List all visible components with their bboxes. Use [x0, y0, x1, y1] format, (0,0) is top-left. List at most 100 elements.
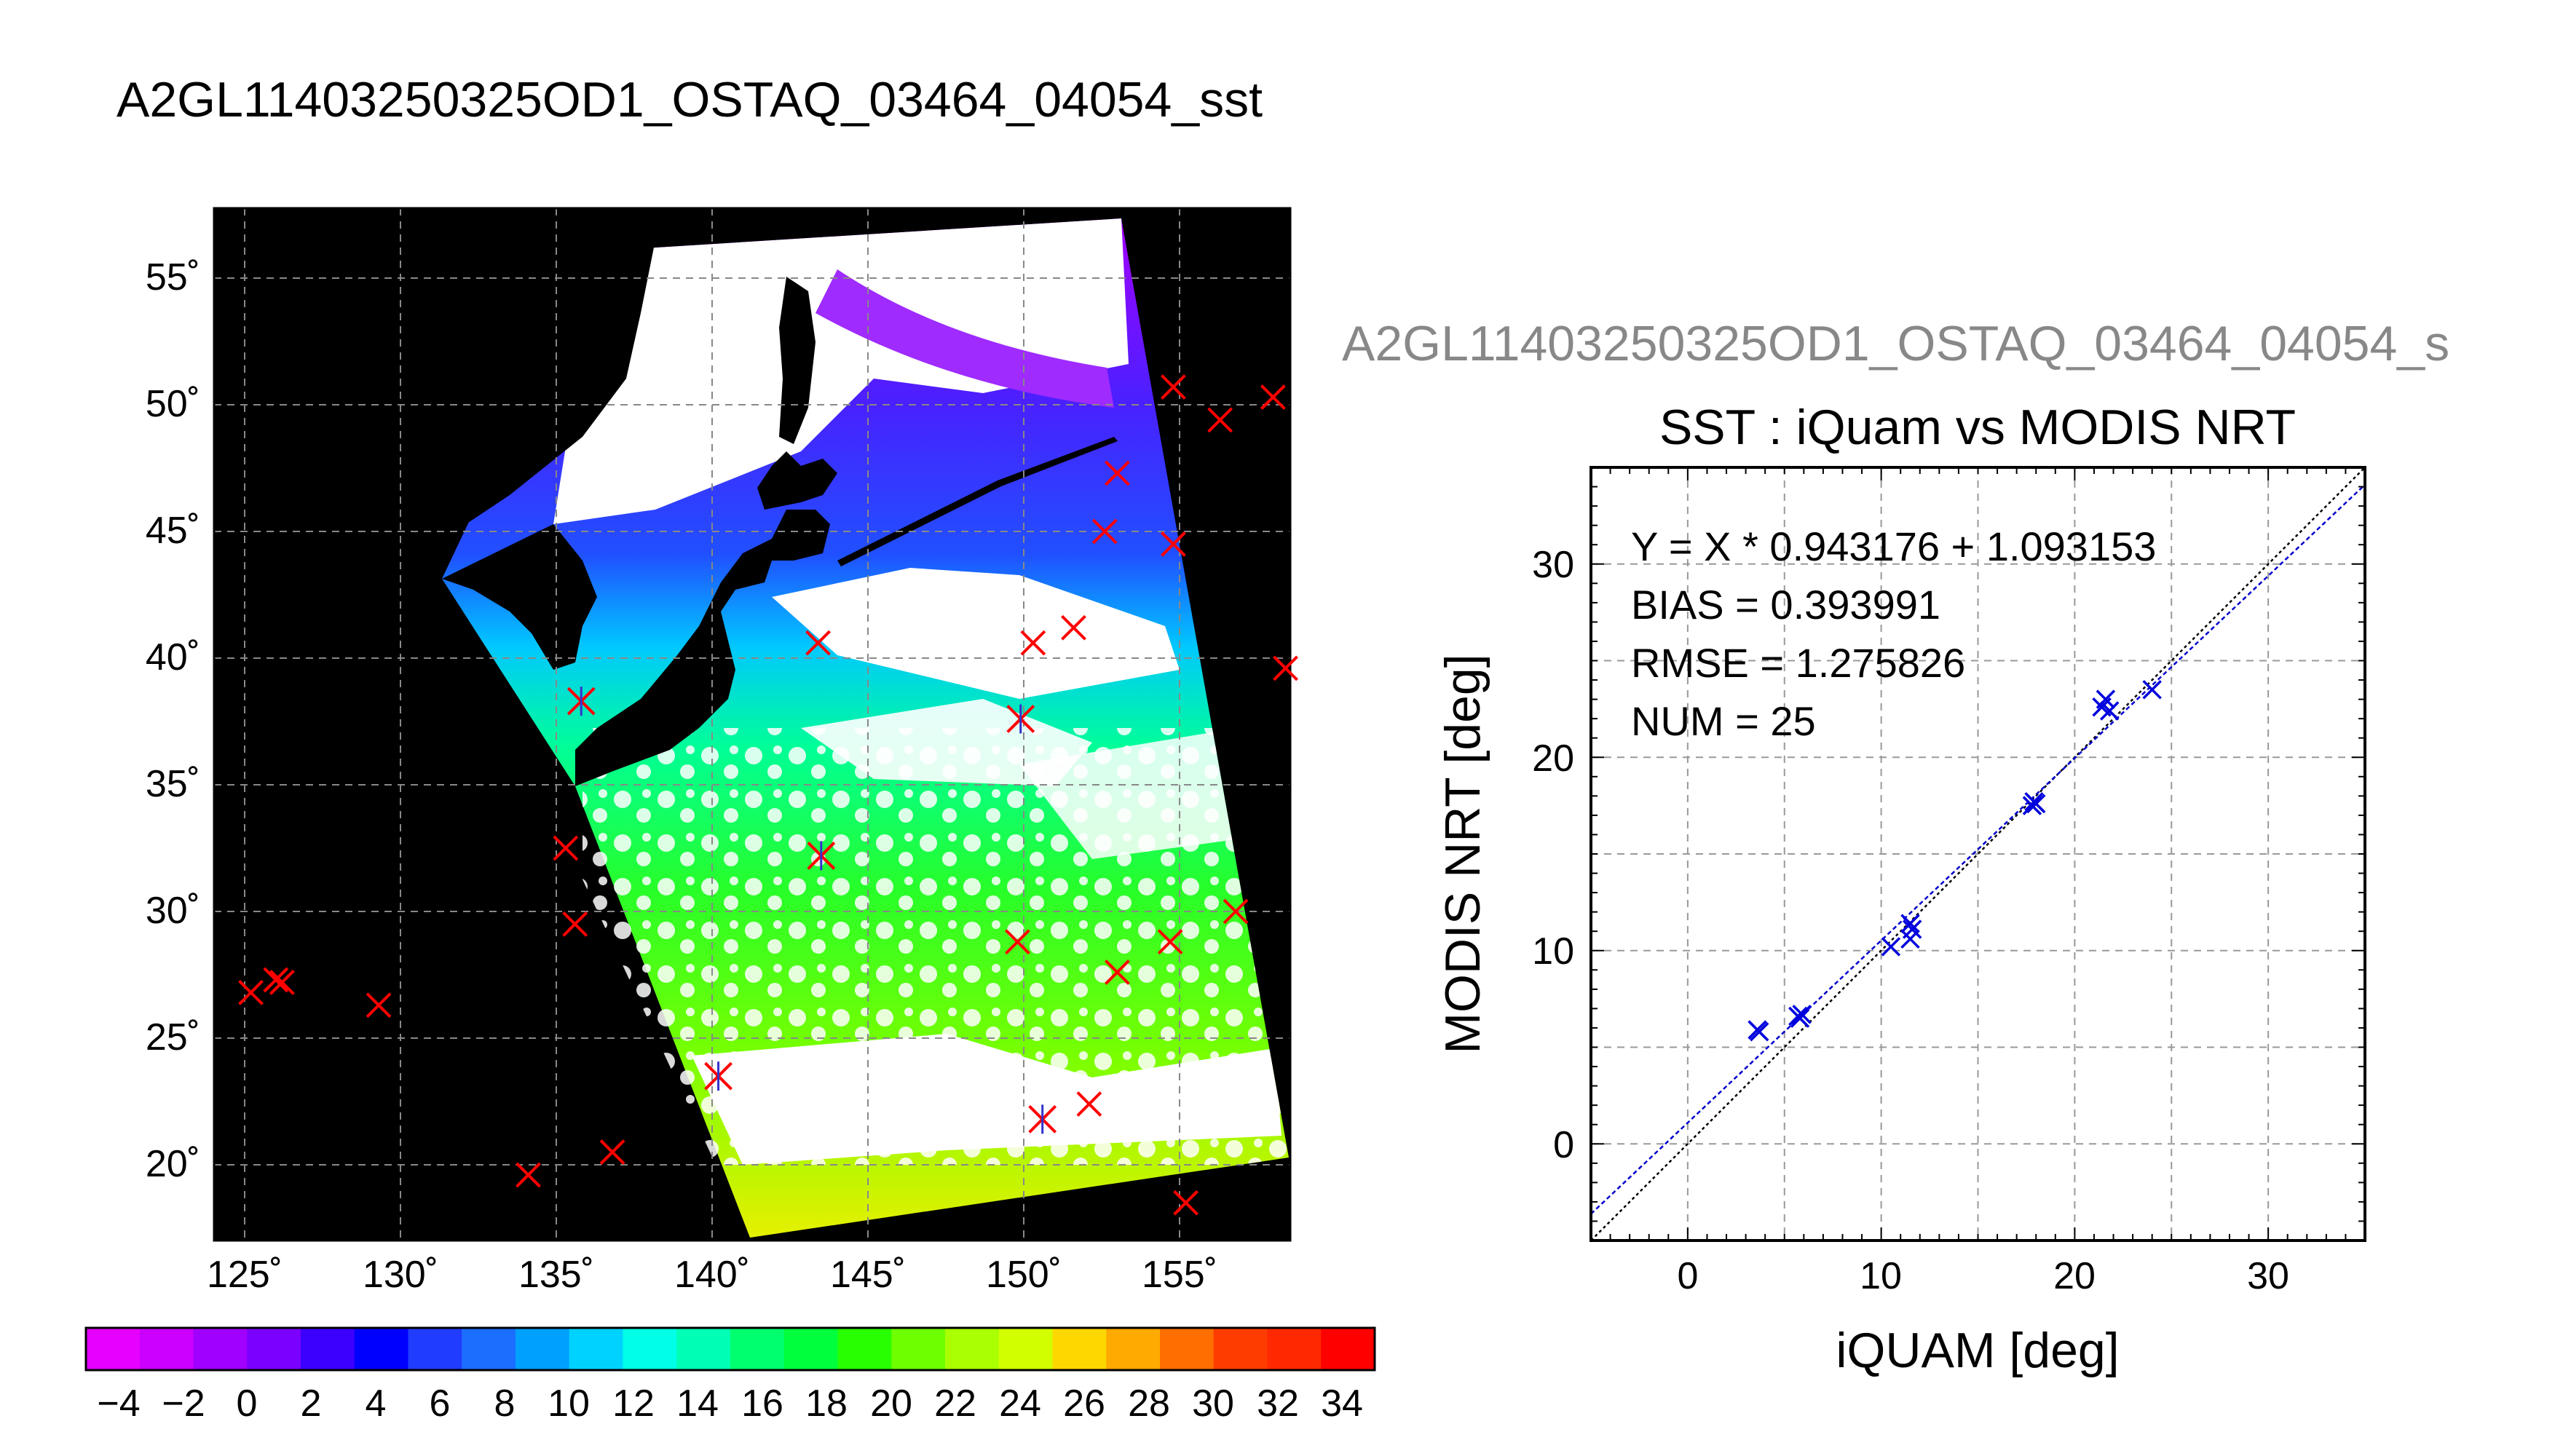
y-tick-label: 20 [1532, 737, 1574, 780]
buoy-marker-red [553, 835, 579, 861]
buoy-marker-red [1161, 531, 1186, 557]
lat-tick-label: 30˚ [146, 890, 200, 932]
colorbar-cell [86, 1328, 141, 1370]
fit-equation: Y = X * 0.943176 + 1.093153 [1631, 523, 2156, 569]
buoy-marker-red [562, 911, 588, 937]
lat-tick-label: 55˚ [146, 256, 200, 298]
matchup-marker [1006, 704, 1035, 734]
colorbar-cell [783, 1328, 839, 1370]
colorbar-label: 4 [366, 1382, 387, 1425]
buoy-marker-red [1020, 630, 1046, 656]
map-panel: 55˚ 50˚ 45˚ 40˚ 35˚ 30˚ 25˚ 20˚ 125˚ 130… [146, 207, 1298, 1296]
buoy-marker-red [1273, 655, 1298, 681]
lat-tick-label: 20˚ [146, 1143, 200, 1185]
scatter-plot-title: SST : iQuam vs MODIS NRT [1659, 400, 2296, 455]
colorbar-label: 12 [612, 1382, 655, 1425]
main-title: A2GL11403250325OD1_OSTAQ_03464_04054_sst [117, 72, 1263, 127]
colorbar-label: 14 [676, 1382, 719, 1425]
scatter-lines [1590, 467, 2366, 1241]
colorbar-cell [945, 1328, 1000, 1370]
lon-tick-label: 130˚ [363, 1254, 438, 1296]
scatter-stats: Y = X * 0.943176 + 1.093153 BIAS = 0.393… [1631, 523, 2156, 744]
matchup-marker [704, 1061, 732, 1091]
colorbar-cell [1213, 1328, 1268, 1370]
buoy-marker-red [599, 1139, 625, 1166]
scatter-panel: A2GL11403250325OD1_OSTAQ_03464_04054_s S… [1342, 316, 2449, 1378]
y-tick-label: 30 [1532, 544, 1574, 586]
scatter-point [1902, 919, 1922, 939]
colorbar-cell [193, 1328, 248, 1370]
lat-tick-label: 40˚ [146, 636, 200, 678]
colorbar-labels: −4 −2 0 2 4 6 8 10 12 14 16 18 20 22 24 … [97, 1382, 1363, 1425]
scatter-point [1790, 1008, 1810, 1028]
colorbar-label: 18 [805, 1382, 848, 1425]
colorbar-cell [301, 1328, 355, 1370]
x-tick-label: 30 [2247, 1255, 2289, 1297]
cloud-cover [553, 218, 1289, 1165]
colorbar-cell [1052, 1328, 1107, 1370]
colorbar-label: 24 [999, 1382, 1041, 1425]
lon-tick-label: 150˚ [986, 1254, 1062, 1296]
matchup-marker [807, 841, 836, 871]
buoy-marker-red [1061, 614, 1086, 641]
land [214, 208, 1118, 786]
colorbar-cell [1321, 1328, 1375, 1370]
colorbar-frame [84, 1326, 1376, 1372]
colorbar-cell [891, 1328, 946, 1370]
scatter-point [2026, 794, 2046, 814]
colorbar-label: 2 [301, 1382, 322, 1425]
map-markers [238, 374, 1298, 1216]
scatter-ticks [1590, 467, 2366, 1241]
scatter-point [1792, 1005, 1812, 1024]
buoy-marker-red [263, 967, 289, 993]
colorbar-label: 34 [1321, 1382, 1363, 1425]
buoy-marker-red [1157, 929, 1183, 955]
colorbar-label: −4 [97, 1382, 140, 1425]
regression-line [1590, 483, 2366, 1215]
colorbar-cell [837, 1328, 893, 1370]
buoy-marker-red [1104, 460, 1130, 486]
num-value: NUM = 25 [1631, 698, 1816, 744]
buoy-marker-red [269, 970, 295, 995]
colorbar-label: 10 [548, 1382, 590, 1425]
buoy-marker-red [805, 630, 831, 656]
scatter-y-label: MODIS NRT [deg] [1435, 654, 1490, 1053]
matchup-marker [1028, 1104, 1057, 1134]
colorbar-label: 20 [870, 1382, 912, 1425]
lon-tick-label: 145˚ [830, 1254, 906, 1296]
scatter-point [1900, 914, 1920, 933]
lon-axis-labels: 125˚ 130˚ 135˚ 140˚ 145˚ 150˚ 155˚ [207, 1254, 1217, 1296]
colorbar-cell [247, 1328, 301, 1370]
lat-tick-label: 35˚ [146, 763, 200, 805]
scatter-y-tick-labels: 0 10 20 30 [1532, 544, 1574, 1166]
scatter-points [1748, 680, 2162, 1042]
scatter-point [1881, 937, 1901, 957]
x-tick-label: 20 [2053, 1255, 2096, 1297]
colorbar-cell [623, 1328, 678, 1370]
colorbar-label: 16 [741, 1382, 783, 1425]
buoy-marker-red [1091, 518, 1118, 545]
x-tick-label: 0 [1678, 1255, 1699, 1297]
colorbar-cell [1106, 1328, 1161, 1370]
lon-tick-label: 135˚ [518, 1254, 594, 1296]
lat-axis-labels: 55˚ 50˚ 45˚ 40˚ 35˚ 30˚ 25˚ 20˚ [146, 256, 200, 1185]
map-frame [213, 207, 1292, 1242]
buoy-marker-red [1161, 374, 1186, 400]
colorbar-cell [354, 1328, 409, 1370]
x-tick-label: 10 [1860, 1255, 1902, 1297]
colorbar-cell [676, 1328, 731, 1370]
lon-tick-label: 140˚ [674, 1254, 750, 1296]
colorbar-label: 28 [1128, 1382, 1170, 1425]
scatter-x-tick-labels: 0 10 20 30 [1678, 1255, 2289, 1297]
colorbar-label: 0 [237, 1382, 258, 1425]
bias-value: BIAS = 0.393991 [1631, 582, 1940, 628]
colorbar-cell [516, 1328, 570, 1370]
scatter-point [2099, 701, 2120, 721]
buoy-marker-red [1260, 384, 1286, 410]
colorbar-cell [730, 1328, 785, 1370]
buoy-marker-red [1173, 1190, 1198, 1216]
buoy-marker-red [516, 1162, 541, 1188]
colorbar-cell [569, 1328, 624, 1370]
colorbar-label: −2 [162, 1382, 205, 1425]
